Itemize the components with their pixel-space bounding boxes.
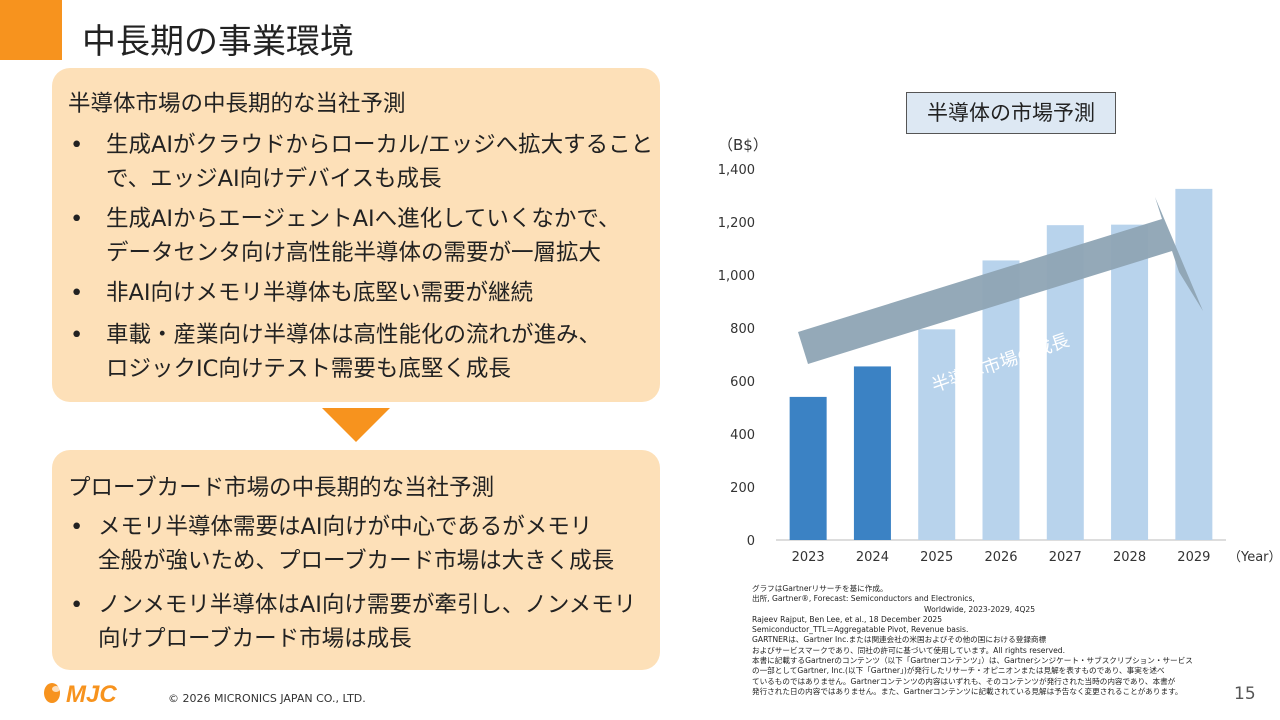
- probe-card-heading: プローブカード市場の中長期的な当社予測: [68, 475, 495, 501]
- y-tick-label: 400: [730, 428, 755, 443]
- footnote-line: GARTNERは、Gartner Inc.または関連会社の米国およびその他の国に…: [752, 635, 1047, 645]
- y-axis-label: （B$）: [718, 136, 768, 154]
- growth-arrow-icon: [798, 197, 1203, 364]
- semiconductor-forecast-box: 半導体市場の中長期的な当社予測 • 生成AIがクラウドからローカル/エッジへ拡大…: [52, 68, 660, 402]
- logo-highlight-icon: [52, 686, 60, 692]
- x-tick-label: 2026: [984, 550, 1017, 565]
- chart-title: 半導体の市場予測: [906, 92, 1116, 134]
- footnote-line: 本書に記載するGartnerのコンテンツ（以下「Gartnerコンテンツ」）は、…: [752, 656, 1193, 666]
- down-arrow-icon: [322, 408, 390, 442]
- x-tick-label: 2024: [856, 550, 889, 565]
- bullet-line: で、エッジAI向けデバイスも成長: [106, 166, 442, 192]
- corner-accent: [0, 0, 62, 60]
- footnote-line: Worldwide, 2023-2029, 4Q25: [924, 604, 1036, 614]
- semiconductor-heading: 半導体市場の中長期的な当社予測: [68, 91, 406, 117]
- footnote-line: の一部としてGartner, Inc.(以下「Gartner」)が発行したリサー…: [752, 666, 1165, 676]
- list-item: • 車載・産業向け半導体は高性能化の流れが進み、 ロジックIC向けテスト需要も底…: [66, 318, 653, 386]
- bullet-line: 全般が強いため、プローブカード市場は大きく成長: [98, 548, 615, 574]
- chart-bar: [1111, 224, 1149, 540]
- y-tick-label: 800: [730, 322, 755, 337]
- y-tick-label: 1,400: [718, 163, 755, 178]
- y-tick-label: 0: [747, 534, 755, 549]
- footnote-line: 発行された日の内容ではありません。また、Gartnerコンテンツに記載されている…: [752, 686, 1183, 696]
- list-item: • 非AI向けメモリ半導体も底堅い需要が継続: [66, 276, 653, 310]
- x-axis-label: （Year）: [1228, 550, 1280, 565]
- x-tick-label: 2027: [1049, 550, 1082, 565]
- footnote-line: Rajeev Rajput, Ben Lee, et al., 18 Decem…: [752, 614, 943, 624]
- semiconductor-bullet-list: • 生成AIがクラウドからローカル/エッジへ拡大すること で、エッジAI向けデバ…: [66, 128, 653, 386]
- y-tick-label: 200: [730, 481, 755, 496]
- market-forecast-chart: （B$） 0 200 400 600 800 1,000 1,200 1,400 2023 2024…: [718, 136, 1280, 565]
- logo-text: MJC: [66, 681, 117, 706]
- list-item: • ノンメモリ半導体はAI向け需要が牽引し、ノンメモリ 向けプローブカード市場は…: [66, 588, 636, 656]
- y-tick-label: 600: [730, 375, 755, 390]
- footnote-line: およびサービスマークであり、同社の許可に基づいて使用しています。All righ…: [752, 645, 1065, 655]
- footnote-line: Semiconductor_TTL＝Aggregatable Pivot, Re…: [752, 625, 969, 635]
- mjc-logo: MJC: [44, 681, 117, 706]
- bullet-line: メモリ半導体需要はAI向けが中心であるがメモリ: [98, 514, 593, 540]
- bullet-line: ロジックIC向けテスト需要も底堅く成長: [106, 356, 511, 382]
- x-tick-label: 2029: [1177, 550, 1210, 565]
- page-number: 15: [1234, 684, 1256, 704]
- chart-bar: [1175, 188, 1213, 540]
- footnote-line: ているものではありません。Gartnerコンテンツの内容はいずれも、そのコンテン…: [752, 676, 1176, 686]
- chart-bar: [789, 396, 827, 540]
- chart-bar: [918, 329, 956, 540]
- y-tick-label: 1,200: [718, 216, 755, 231]
- bullet-line: ノンメモリ半導体はAI向け需要が牽引し、ノンメモリ: [98, 592, 637, 618]
- footnote-line: グラフはGartnerリサーチを基に作成。: [752, 584, 888, 593]
- x-tick-label: 2028: [1113, 550, 1146, 565]
- list-item: • メモリ半導体需要はAI向けが中心であるがメモリ 全般が強いため、プローブカー…: [66, 510, 636, 578]
- x-tick-label: 2025: [920, 550, 953, 565]
- chart-bar: [853, 366, 891, 540]
- y-tick-label: 1,000: [718, 269, 755, 284]
- probe-card-bullet-list: • メモリ半導体需要はAI向けが中心であるがメモリ 全般が強いため、プローブカー…: [66, 510, 636, 656]
- bullet-line: 生成AIからエージェントAIへ進化していくなかで、: [106, 206, 621, 232]
- list-item: • 生成AIがクラウドからローカル/エッジへ拡大すること で、エッジAI向けデバ…: [66, 128, 653, 196]
- page-title: 中長期の事業環境: [82, 22, 354, 62]
- bullet-line: 非AI向けメモリ半導体も底堅い需要が継続: [106, 280, 534, 306]
- bullet-line: データセンタ向け高性能半導体の需要が一層拡大: [106, 240, 602, 266]
- bullet-line: 生成AIがクラウドからローカル/エッジへ拡大すること: [106, 132, 654, 158]
- bullet-line: 向けプローブカード市場は成長: [98, 626, 412, 652]
- logo-mark-icon: [44, 683, 60, 703]
- footnote-line: 出所, Gartner®, Forecast: Semiconductors a…: [752, 594, 975, 604]
- list-item: • 生成AIからエージェントAIへ進化していくなかで、 データセンタ向け高性能半…: [66, 202, 653, 270]
- bullet-line: 車載・産業向け半導体は高性能化の流れが進み、: [106, 322, 602, 348]
- x-tick-label: 2023: [792, 550, 825, 565]
- probe-card-forecast-box: プローブカード市場の中長期的な当社予測 • メモリ半導体需要はAI向けが中心であ…: [52, 450, 660, 670]
- copyright: © 2026 MICRONICS JAPAN CO., LTD.: [168, 692, 366, 705]
- source-footnote: グラフはGartnerリサーチを基に作成。 出所, Gartner®, Fore…: [752, 584, 1212, 697]
